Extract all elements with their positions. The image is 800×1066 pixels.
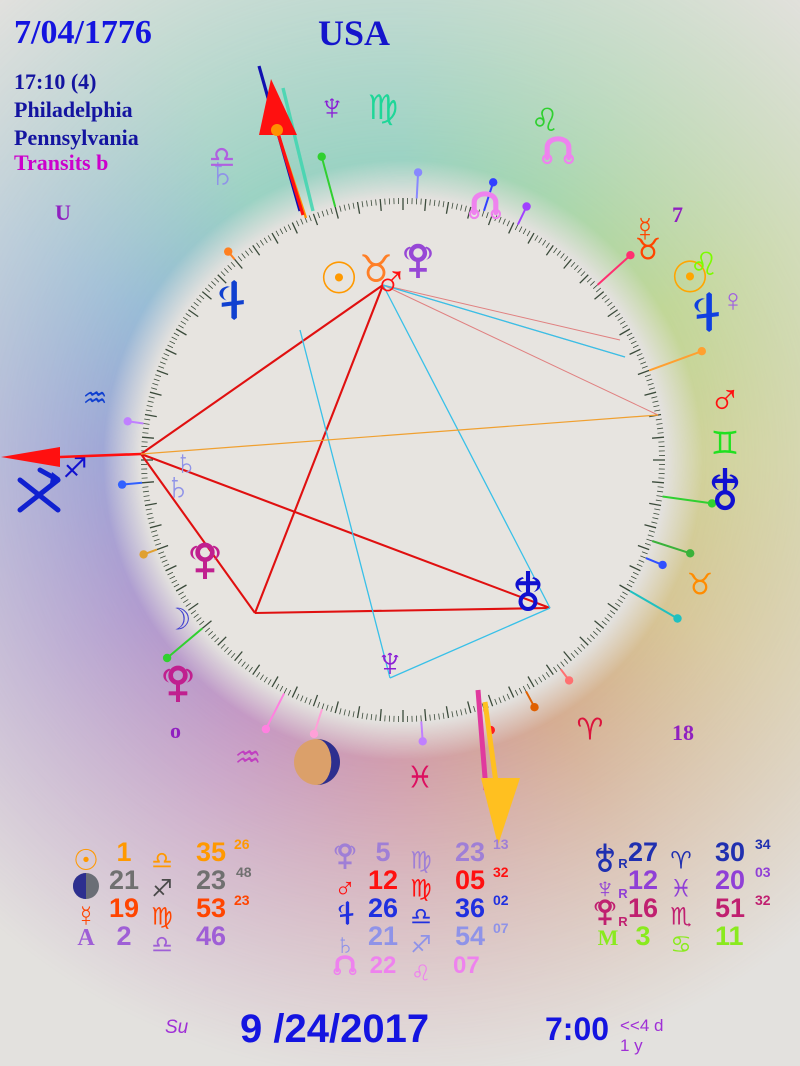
svg-text:46: 46	[196, 921, 226, 951]
svg-text:♍︎: ♍︎	[410, 876, 432, 903]
svg-text:54: 54	[455, 921, 485, 951]
svg-text:16: 16	[628, 893, 658, 923]
svg-text:07: 07	[453, 952, 480, 979]
svg-text:R: R	[618, 914, 628, 929]
svg-text:13: 13	[493, 836, 509, 852]
svg-text:19: 19	[109, 893, 139, 923]
svg-text:♂︎: ♂︎	[334, 873, 356, 905]
svg-text:30: 30	[715, 837, 745, 867]
svg-text:32: 32	[493, 864, 509, 880]
svg-text:07: 07	[493, 920, 509, 936]
svg-text:27: 27	[628, 837, 658, 867]
svg-text:36: 36	[455, 893, 485, 923]
svg-text:♎︎: ♎︎	[151, 932, 173, 959]
svg-text:02: 02	[493, 892, 509, 908]
svg-text:1: 1	[116, 837, 131, 867]
svg-text:♏︎: ♏︎	[670, 904, 692, 931]
svg-text:♌︎: ♌︎	[411, 961, 431, 986]
svg-text:5: 5	[375, 837, 390, 867]
svg-text:53: 53	[196, 893, 226, 923]
svg-text:48: 48	[236, 864, 252, 880]
svg-text:26: 26	[234, 836, 250, 852]
svg-text:32: 32	[755, 892, 771, 908]
svg-text:1 y: 1 y	[620, 1036, 643, 1055]
svg-text:21: 21	[368, 921, 398, 951]
svg-text:22: 22	[370, 952, 397, 979]
svg-text:2: 2	[116, 921, 131, 951]
svg-text:♈︎: ♈︎	[670, 848, 692, 875]
svg-text:23: 23	[455, 837, 485, 867]
svg-text:♎︎: ♎︎	[410, 904, 432, 931]
svg-text:23: 23	[196, 865, 226, 895]
svg-text:♐︎: ♐︎	[410, 932, 432, 959]
svg-text:23: 23	[234, 892, 250, 908]
svg-text:M: M	[598, 925, 619, 950]
svg-text:20: 20	[715, 865, 745, 895]
svg-text:9 /24/2017: 9 /24/2017	[240, 1007, 429, 1051]
svg-text:☉︎: ☉︎	[73, 845, 99, 877]
svg-text:♎︎: ♎︎	[151, 848, 173, 875]
svg-text:12: 12	[368, 865, 398, 895]
svg-text:R: R	[618, 856, 628, 871]
svg-text:<<4 d: <<4 d	[620, 1016, 664, 1035]
svg-text:♓︎: ♓︎	[670, 876, 692, 903]
svg-text:26: 26	[368, 893, 398, 923]
svg-text:05: 05	[455, 865, 485, 895]
svg-text:35: 35	[196, 837, 226, 867]
svg-text:♍︎: ♍︎	[410, 848, 432, 875]
svg-text:7:00: 7:00	[545, 1011, 609, 1047]
svg-text:51: 51	[715, 893, 745, 923]
svg-text:3: 3	[635, 921, 650, 951]
svg-text:R: R	[618, 886, 628, 901]
svg-text:34: 34	[755, 836, 771, 852]
svg-text:A: A	[77, 925, 95, 951]
svg-text:21: 21	[109, 865, 139, 895]
svg-text:♐︎: ♐︎	[151, 876, 173, 903]
svg-text:11: 11	[715, 921, 744, 951]
svg-text:Su: Su	[165, 1017, 189, 1038]
svg-text:♋︎: ♋︎	[670, 932, 692, 959]
svg-text:03: 03	[755, 864, 771, 880]
svg-text:♍︎: ♍︎	[151, 904, 173, 931]
svg-text:12: 12	[628, 865, 658, 895]
